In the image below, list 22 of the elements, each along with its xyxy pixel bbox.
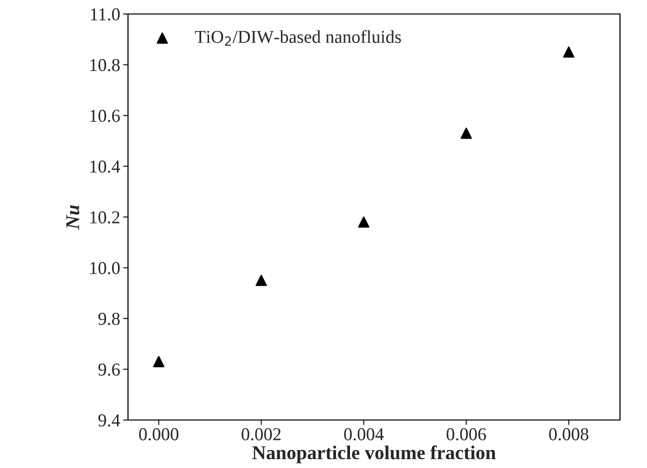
x-tick-label: 0.008 [549, 428, 588, 440]
y-tick-label: 10.2 [90, 211, 120, 224]
y-tick-label: 9.6 [98, 364, 120, 376]
y-tick-label: 11.0 [91, 8, 120, 21]
y-tick-label: 10.0 [90, 262, 120, 274]
y-tick-label: 9.4 [98, 414, 120, 427]
y-tick-label: 9.8 [98, 312, 120, 326]
y-tick-label: 10.8 [90, 59, 120, 72]
x-tick-label: 0.006 [446, 428, 486, 440]
point [153, 356, 164, 368]
x-tick-label: 0.002 [242, 428, 281, 440]
x-tick-label: 0.000 [139, 428, 178, 440]
point [358, 216, 370, 228]
y-tick-label: 10.6 [90, 110, 120, 122]
legend-label: TiO$_{2}$/DIW-based nanofluids [195, 30, 401, 46]
point [563, 46, 574, 58]
point [256, 274, 267, 286]
y-tick-label: 10.4 [90, 160, 120, 173]
y-axis-title: Nu [66, 205, 80, 230]
point [460, 128, 472, 139]
x-tick-label: 0.004 [344, 428, 384, 440]
x-axis-title: Nanoparticle volume fraction [252, 445, 496, 464]
